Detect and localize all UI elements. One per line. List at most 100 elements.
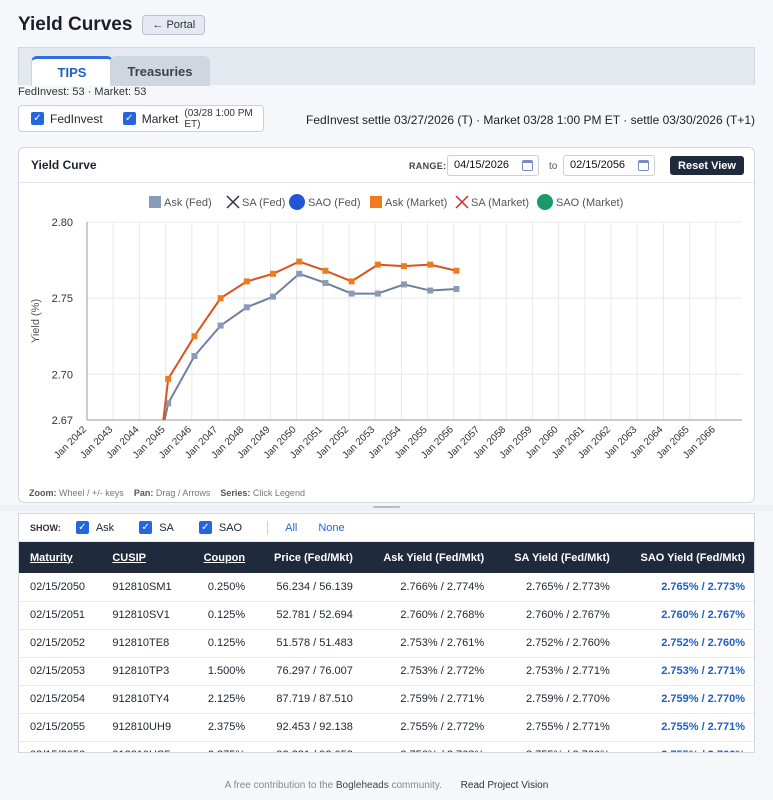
column-toggles: SHOW: ✓ Ask ✓ SA ✓ SAO All None xyxy=(19,514,754,542)
legend-item[interactable]: SAO (Market) xyxy=(556,197,623,209)
data-point[interactable] xyxy=(453,267,460,274)
data-point[interactable] xyxy=(427,261,434,268)
data-point[interactable] xyxy=(322,267,329,274)
data-point[interactable] xyxy=(348,290,355,297)
table-cell: 2.753% / 2.761% xyxy=(400,637,485,649)
data-point[interactable] xyxy=(374,290,381,297)
data-point[interactable] xyxy=(296,258,303,265)
source-counts: FedInvest: 53 · Market: 53 xyxy=(18,86,147,98)
data-point[interactable] xyxy=(165,375,172,382)
data-point[interactable] xyxy=(160,420,166,426)
table-cell: 02/15/2055 xyxy=(30,721,86,733)
tab-bar: TIPS Treasuries xyxy=(18,47,755,86)
show-all-link[interactable]: All xyxy=(285,521,298,534)
range-label: RANGE: xyxy=(409,161,447,171)
table-cell: 2.756% / 2.768% xyxy=(364,741,495,752)
table-row[interactable]: 02/15/2052 912810TE8 0.125% 51.578 / 51.483… xyxy=(19,629,754,657)
tab-tips[interactable]: TIPS xyxy=(31,56,113,86)
table-row[interactable]: 02/15/2056912810US52.375%92.281 / 92.052… xyxy=(19,741,754,752)
y-tick-label: 2.80 xyxy=(52,217,73,229)
data-point[interactable] xyxy=(322,279,329,286)
market-checkbox[interactable]: ✓ xyxy=(122,112,136,125)
legend-item[interactable]: SA (Fed) xyxy=(242,197,285,209)
ask-toggle-label: Ask xyxy=(95,521,115,534)
data-point[interactable] xyxy=(165,400,172,407)
sao-checkbox[interactable]: ✓ xyxy=(198,521,212,534)
table-cell: 2.766% / 2.774% xyxy=(400,580,485,593)
project-vision-link[interactable]: Read Project Vision xyxy=(460,780,549,791)
legend-item[interactable]: SA (Market) xyxy=(471,197,529,209)
column-header[interactable]: SA Yield (Fed/Mkt) xyxy=(514,551,610,564)
table-cell: 0.125% xyxy=(207,637,246,649)
table-cell: 912810UH9 xyxy=(112,721,172,733)
data-point[interactable] xyxy=(191,333,198,340)
table-header-row: Maturity CUSIP Coupon Price (Fed/Mkt) Ask Yi… xyxy=(19,542,754,573)
portal-button[interactable]: ← Portal xyxy=(142,15,206,35)
legend-item[interactable]: Ask (Fed) xyxy=(164,197,212,209)
legend-circle-icon xyxy=(289,194,305,210)
table-row[interactable]: 02/15/2051 912810SV1 0.125% 52.781 / 52.694… xyxy=(19,601,754,629)
calendar-icon[interactable] xyxy=(638,160,649,171)
sa-checkbox[interactable]: ✓ xyxy=(139,521,153,534)
range-to-input[interactable]: 02/15/2056 xyxy=(563,155,655,176)
securities-table-panel: SHOW: ✓ Ask ✓ SA ✓ SAO All None Maturity CUS… xyxy=(18,513,755,753)
table-cell: 2.759% / 2.770% xyxy=(661,693,745,705)
show-none-link[interactable]: None xyxy=(318,521,345,534)
data-point[interactable] xyxy=(374,261,381,268)
data-point[interactable] xyxy=(270,293,277,300)
table-row[interactable]: 02/15/2050 912810SM1 0.250% 56.234 / 56.139… xyxy=(19,573,754,601)
data-point[interactable] xyxy=(348,278,355,285)
fedinvest-checkbox[interactable]: ✓ xyxy=(31,112,44,125)
table-cell: 2.759% / 2.771% xyxy=(400,693,485,705)
column-header[interactable]: Coupon xyxy=(203,551,246,564)
y-tick-label: 2.67 xyxy=(52,415,73,427)
column-header[interactable]: Price (Fed/Mkt) xyxy=(274,551,353,564)
table-row[interactable]: 02/15/2053 912810TP3 1.500% 76.297 / 76.007… xyxy=(19,657,754,685)
reset-view-button[interactable]: Reset View xyxy=(670,156,744,175)
sa-toggle-label: SA xyxy=(159,521,174,534)
legend-item[interactable]: Ask (Market) xyxy=(385,197,447,209)
legend-item[interactable]: SAO (Fed) xyxy=(308,197,361,209)
table-cell: 2.759% / 2.770% xyxy=(525,693,610,705)
table-cell: 02/15/2053 xyxy=(30,665,86,677)
data-point[interactable] xyxy=(296,270,303,277)
table-cell: 912810TE8 xyxy=(112,637,170,649)
data-point[interactable] xyxy=(427,287,434,294)
table-cell: 92.453 / 92.138 xyxy=(276,721,353,733)
ask-checkbox[interactable]: ✓ xyxy=(75,521,89,534)
y-tick-label: 2.70 xyxy=(52,369,73,381)
resize-handle[interactable] xyxy=(0,505,773,511)
column-header[interactable]: SAO Yield (Fed/Mkt) xyxy=(640,551,745,564)
data-point[interactable] xyxy=(401,263,408,270)
table-cell: 2.755% / 2.766% xyxy=(621,741,754,752)
data-point[interactable] xyxy=(453,286,460,293)
market-time: (03/28 1:00 PM ET) xyxy=(184,107,253,130)
data-point[interactable] xyxy=(243,304,250,311)
data-point[interactable] xyxy=(217,322,224,329)
table-row[interactable]: 02/15/2055 912810UH9 2.375% 92.453 / 92.138… xyxy=(19,713,754,741)
fedinvest-label: FedInvest xyxy=(50,111,103,126)
show-label: SHOW: xyxy=(30,522,61,533)
bogleheads-link[interactable]: Bogleheads xyxy=(335,780,389,791)
range-from-input[interactable]: 04/15/2026 xyxy=(447,155,539,176)
column-header[interactable]: Maturity xyxy=(30,551,73,564)
table-cell: 2.375% xyxy=(207,721,246,733)
series-line[interactable] xyxy=(163,272,457,428)
data-point[interactable] xyxy=(270,270,277,277)
table-cell: 51.578 / 51.483 xyxy=(276,637,353,649)
table-cell: 2.752% / 2.760% xyxy=(661,637,745,649)
tab-treasuries[interactable]: Treasuries xyxy=(110,56,210,86)
table-row[interactable]: 02/15/2054 912810TY4 2.125% 87.719 / 87.510… xyxy=(19,685,754,713)
data-point[interactable] xyxy=(243,278,250,285)
column-header[interactable]: CUSIP xyxy=(112,551,146,564)
data-point[interactable] xyxy=(401,281,408,288)
column-header[interactable]: Ask Yield (Fed/Mkt) xyxy=(383,551,485,564)
range-to-value: 02/15/2056 xyxy=(570,159,626,171)
data-point[interactable] xyxy=(217,295,224,302)
calendar-icon[interactable] xyxy=(522,160,533,171)
market-label: Market xyxy=(141,111,179,126)
table-cell: 912810TY4 xyxy=(112,693,170,705)
table-cell: 0.250% xyxy=(207,580,246,593)
data-point[interactable] xyxy=(191,353,198,360)
